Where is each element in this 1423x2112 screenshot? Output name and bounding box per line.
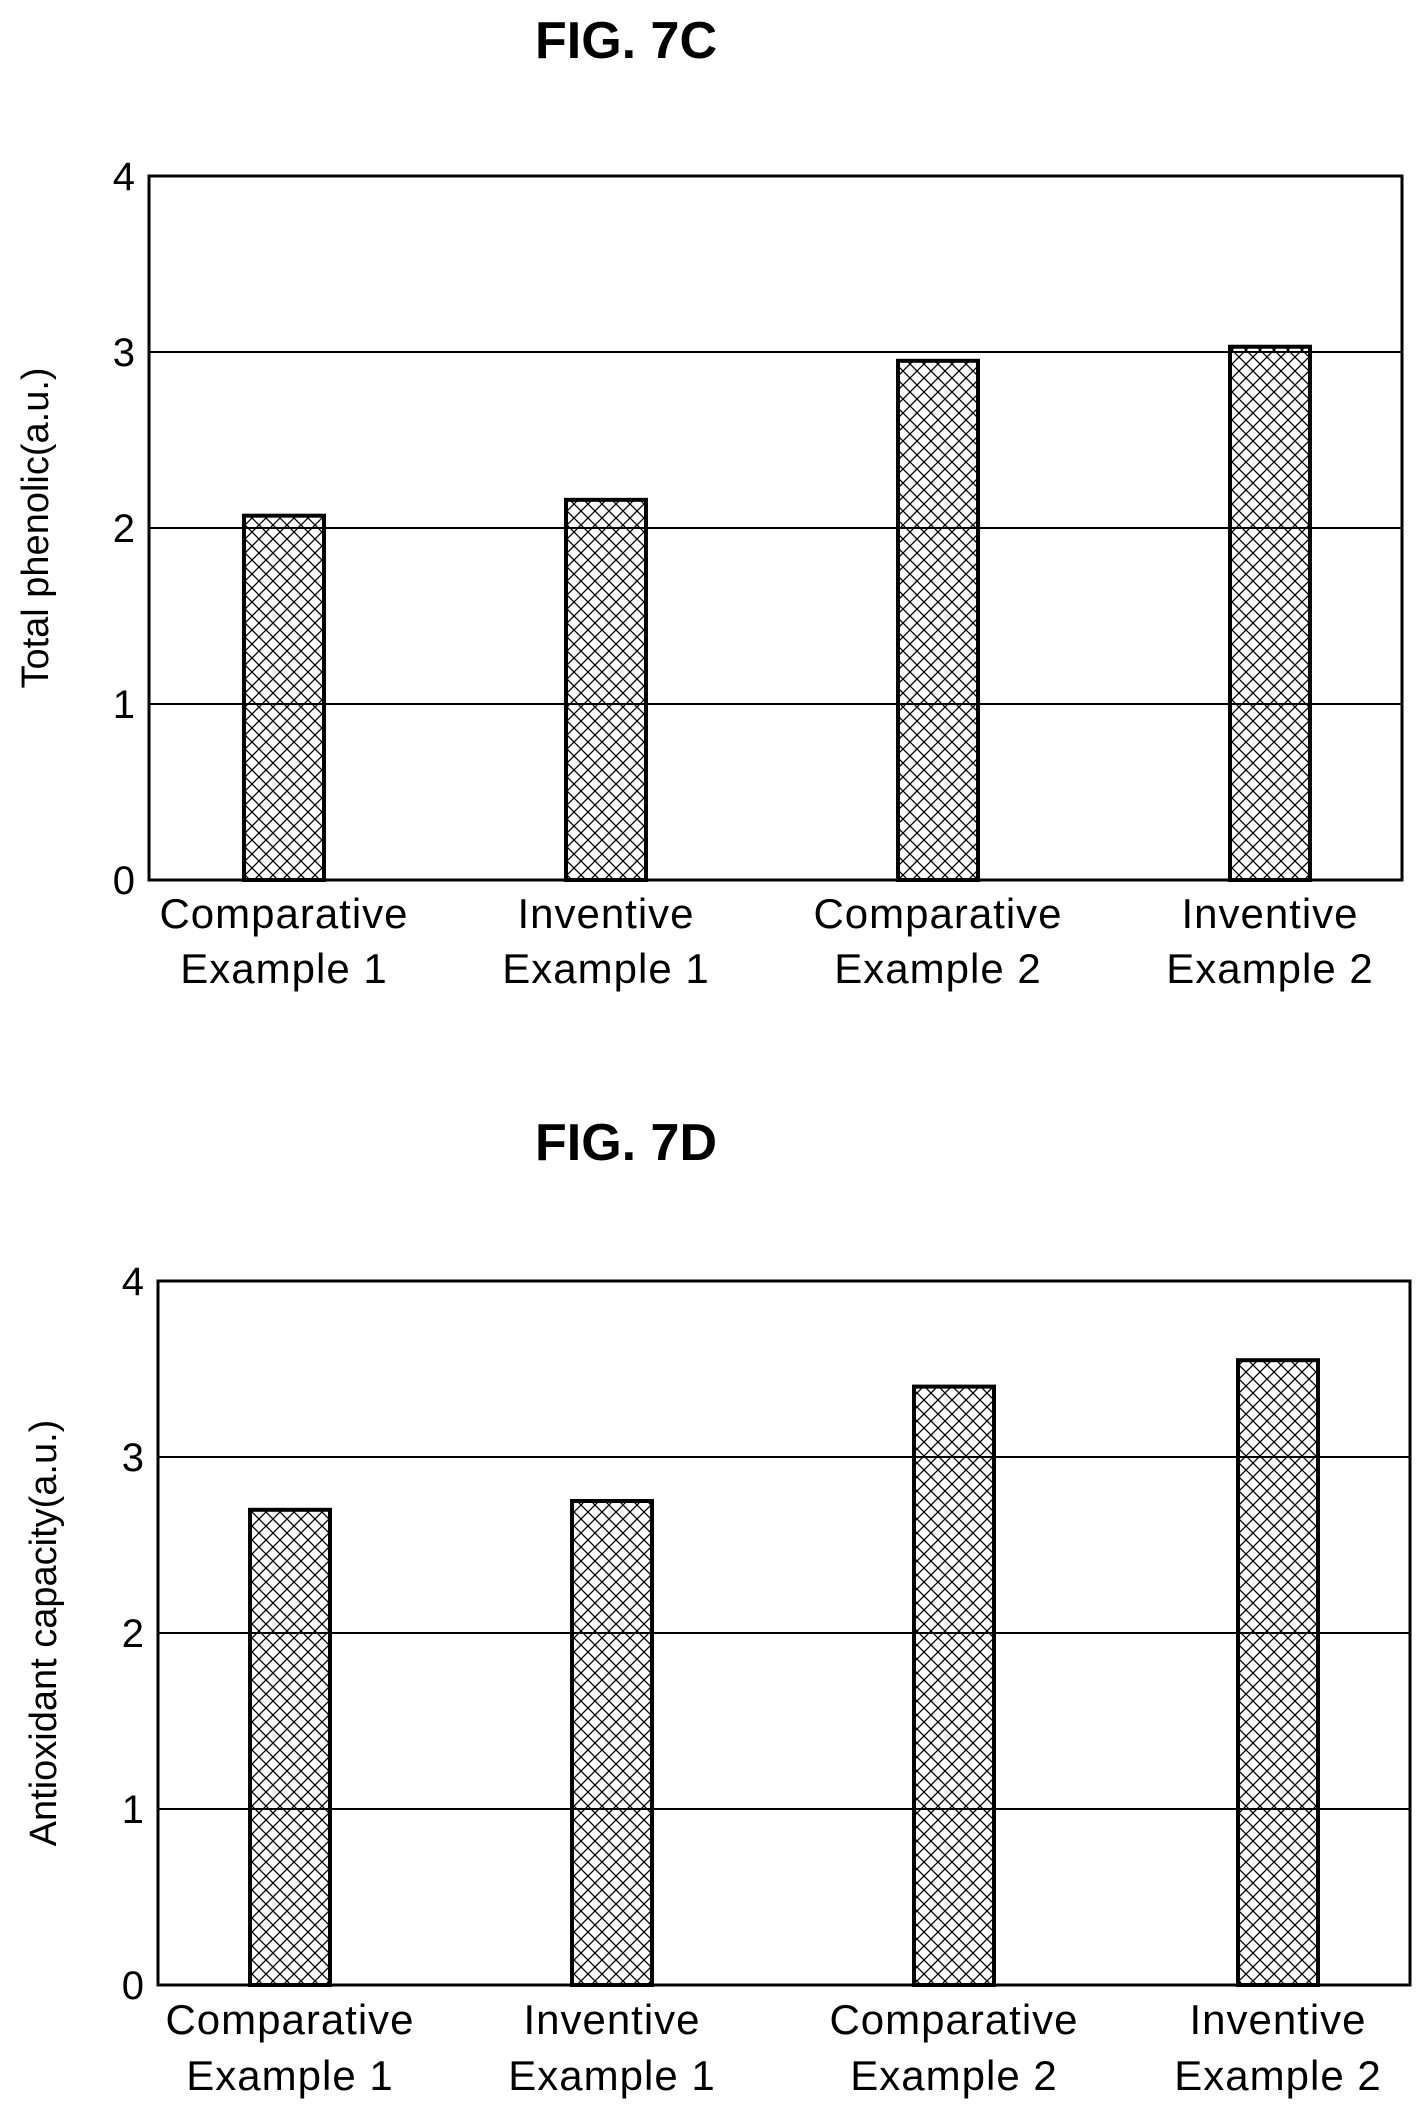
y-tick-label: 4 (113, 155, 135, 199)
x-tick-label: Example 1 (502, 945, 709, 992)
x-tick-label: Example 2 (850, 2052, 1057, 2099)
plot-frame (156, 1279, 1412, 1987)
x-tick-label: Example 1 (180, 945, 387, 992)
x-tick-label: Example 1 (186, 2052, 393, 2099)
y-tick-label: 3 (122, 1436, 144, 1480)
chart-fig-7c: FIG. 7C 0 1 2 3 4 Comparative Example 1 Inventiv… (15, 12, 1404, 992)
x-tick-label: Example 2 (834, 945, 1041, 992)
y-tick-label: 0 (113, 859, 135, 903)
x-tick-label: Comparative (813, 890, 1062, 937)
y-tick-label: 4 (122, 1260, 144, 1304)
y-axis-title: Antioxidant capacity(a.u.) (23, 1420, 65, 1847)
x-tick-label: Inventive (523, 1996, 700, 2043)
x-tick-label: Inventive (1189, 1996, 1366, 2043)
x-tick-label: Comparative (165, 1996, 414, 2043)
x-tick-label: Inventive (517, 890, 694, 937)
x-tick-label: Example 2 (1166, 945, 1373, 992)
plot-frame (147, 174, 1404, 882)
chart-fig-7d: FIG. 7D 0 1 2 3 4 Comparative Example 1 Inventiv… (23, 1114, 1412, 2099)
bar (570, 1499, 654, 1987)
bar (248, 1507, 332, 1988)
y-tick-label: 0 (122, 1964, 144, 2008)
x-tick-label: Example 2 (1174, 2052, 1381, 2099)
x-tick-label: Comparative (829, 1996, 1078, 2043)
y-tick-label: 2 (122, 1612, 144, 1656)
y-axis-title: Total phenolic(a.u.) (15, 367, 57, 688)
x-tick-label: Comparative (159, 890, 408, 937)
bar (242, 513, 326, 882)
x-tick-label: Inventive (1181, 890, 1358, 937)
y-tick-label: 1 (113, 683, 135, 727)
chart-title: FIG. 7D (535, 1114, 717, 1172)
y-tick-label: 1 (122, 1788, 144, 1832)
y-tick-label: 3 (113, 331, 135, 375)
chart-title: FIG. 7C (535, 12, 717, 70)
bar (564, 497, 648, 882)
bar (896, 358, 980, 882)
bar (912, 1384, 996, 1987)
bar (1228, 344, 1312, 883)
bar (1236, 1358, 1320, 1987)
y-tick-label: 2 (113, 507, 135, 551)
x-tick-label: Example 1 (508, 2052, 715, 2099)
